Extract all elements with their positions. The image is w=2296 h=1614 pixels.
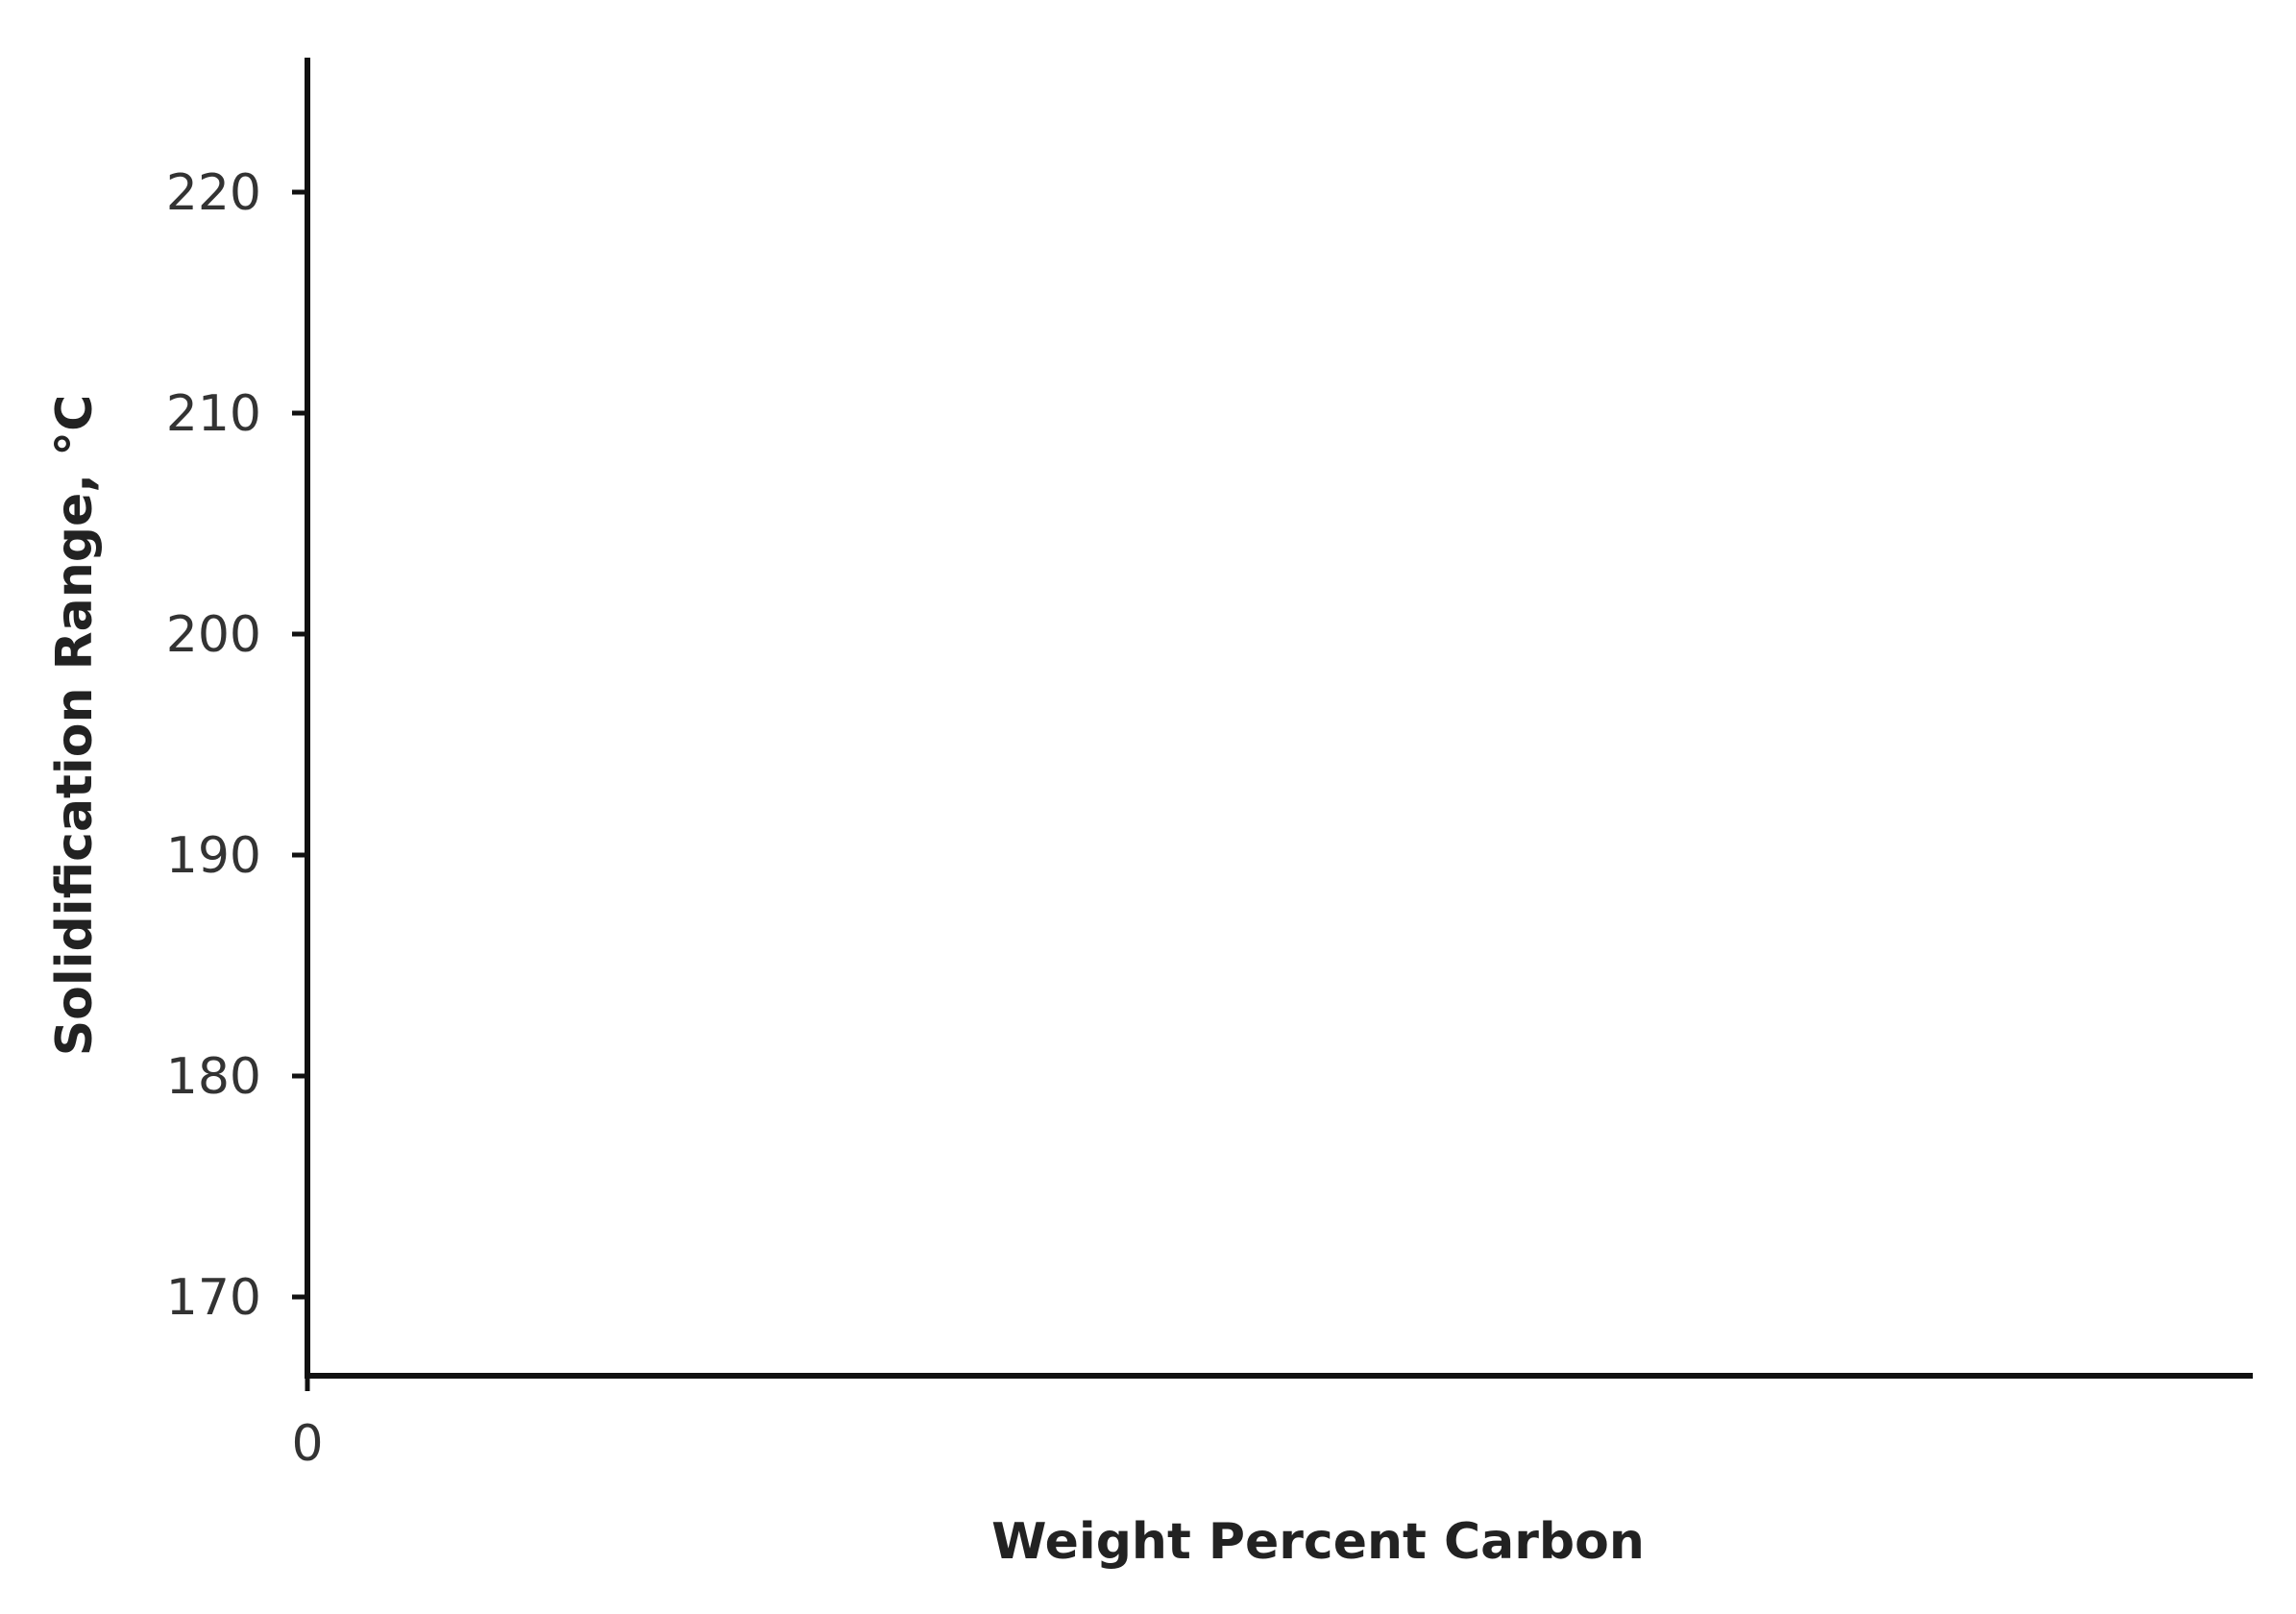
y-tick-label: 220 <box>166 164 261 222</box>
x-ticks: 00.010.020.030.040.050.060.07 <box>291 1376 324 1473</box>
x-tick-label: 0 <box>291 1415 323 1473</box>
x-axis-title: Weight Percent Carbon <box>991 1513 1645 1571</box>
y-tick-label: 190 <box>166 827 261 885</box>
y-tick-label: 180 <box>166 1048 261 1106</box>
y-ticks: 170 180 190 200 210 220 <box>166 164 307 1327</box>
y-tick-label: 210 <box>166 385 261 443</box>
y-tick-label: 170 <box>166 1269 261 1327</box>
y-tick-label: 200 <box>166 606 261 664</box>
y-axis-title: Solidification Range, °C <box>46 395 104 1057</box>
